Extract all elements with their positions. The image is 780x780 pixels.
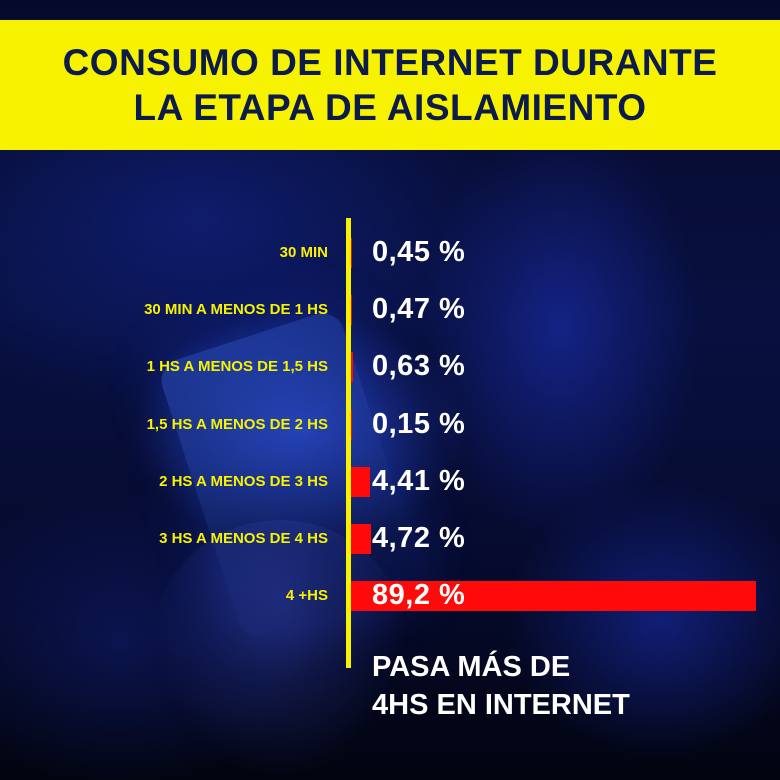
category-label: 2 HS A MENOS DE 3 HS: [159, 472, 328, 490]
value-label: 4,72 %: [372, 522, 466, 554]
value-label: 0,45 %: [372, 236, 466, 268]
bar: [350, 238, 353, 268]
bar: [350, 409, 352, 440]
title-line-2: LA ETAPA DE AISLAMIENTO: [133, 87, 647, 128]
title-line-1: CONSUMO DE INTERNET DURANTE: [62, 42, 718, 83]
value-label: 89,2 %: [372, 579, 466, 612]
annotation-line-1: PASA MÁS DE: [372, 651, 571, 683]
title-band: CONSUMO DE INTERNET DURANTE LA ETAPA DE …: [0, 20, 780, 150]
chart-annotation: PASA MÁS DE 4HS EN INTERNET: [372, 648, 772, 724]
category-label: 30 MIN A MENOS DE 1 HS: [144, 301, 328, 319]
bar: [350, 295, 353, 326]
value-label: 0,47 %: [372, 293, 466, 326]
value-label: 0,63 %: [372, 350, 466, 383]
bar: [350, 524, 372, 554]
chart-axis-line: [346, 218, 351, 668]
bar: [350, 581, 756, 612]
value-label: 0,15 %: [372, 407, 466, 440]
annotation-line-2: 4HS EN INTERNET: [372, 689, 630, 721]
category-label: 4 +HS: [285, 587, 328, 605]
category-label: 3 HS A MENOS DE 4 HS: [159, 530, 328, 547]
category-label: 1 HS A MENOS DE 1,5 HS: [146, 358, 328, 376]
value-label: 4,41 %: [372, 464, 466, 497]
bar: [350, 466, 371, 497]
category-label: 30 MIN: [279, 244, 328, 261]
hand-shadow: [150, 520, 410, 780]
category-label: 1,5 HS A MENOS DE 2 HS: [146, 415, 328, 433]
bar: [350, 352, 353, 383]
